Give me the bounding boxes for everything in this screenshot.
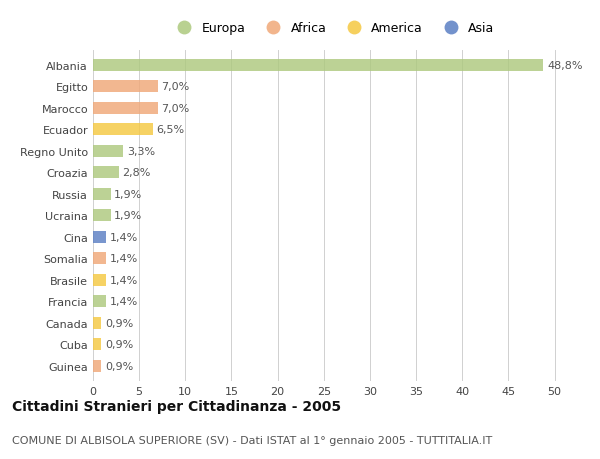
Bar: [93, 360, 101, 372]
Legend: Europa, Africa, America, Asia: Europa, Africa, America, Asia: [169, 20, 497, 38]
Bar: [93, 146, 124, 157]
Text: 1,4%: 1,4%: [110, 275, 138, 285]
Bar: [93, 274, 106, 286]
Text: 1,9%: 1,9%: [114, 211, 142, 221]
Text: 1,4%: 1,4%: [110, 297, 138, 307]
Bar: [93, 81, 158, 93]
Text: Cittadini Stranieri per Cittadinanza - 2005: Cittadini Stranieri per Cittadinanza - 2…: [12, 399, 341, 413]
Text: 48,8%: 48,8%: [547, 61, 583, 71]
Text: 0,9%: 0,9%: [105, 318, 133, 328]
Text: 1,4%: 1,4%: [110, 232, 138, 242]
Bar: [93, 253, 106, 264]
Text: 6,5%: 6,5%: [157, 125, 185, 135]
Bar: [93, 167, 119, 179]
Bar: [93, 231, 106, 243]
Bar: [93, 296, 106, 308]
Text: 7,0%: 7,0%: [161, 82, 190, 92]
Bar: [93, 188, 110, 200]
Text: 3,3%: 3,3%: [127, 146, 155, 157]
Bar: [93, 210, 110, 222]
Text: COMUNE DI ALBISOLA SUPERIORE (SV) - Dati ISTAT al 1° gennaio 2005 - TUTTITALIA.I: COMUNE DI ALBISOLA SUPERIORE (SV) - Dati…: [12, 435, 492, 445]
Text: 1,4%: 1,4%: [110, 254, 138, 263]
Text: 1,9%: 1,9%: [114, 189, 142, 199]
Text: 0,9%: 0,9%: [105, 361, 133, 371]
Text: 0,9%: 0,9%: [105, 340, 133, 349]
Bar: [93, 124, 153, 136]
Bar: [93, 102, 158, 114]
Text: 2,8%: 2,8%: [122, 168, 151, 178]
Bar: [93, 317, 101, 329]
Bar: [93, 339, 101, 350]
Bar: [93, 60, 544, 72]
Text: 7,0%: 7,0%: [161, 103, 190, 113]
